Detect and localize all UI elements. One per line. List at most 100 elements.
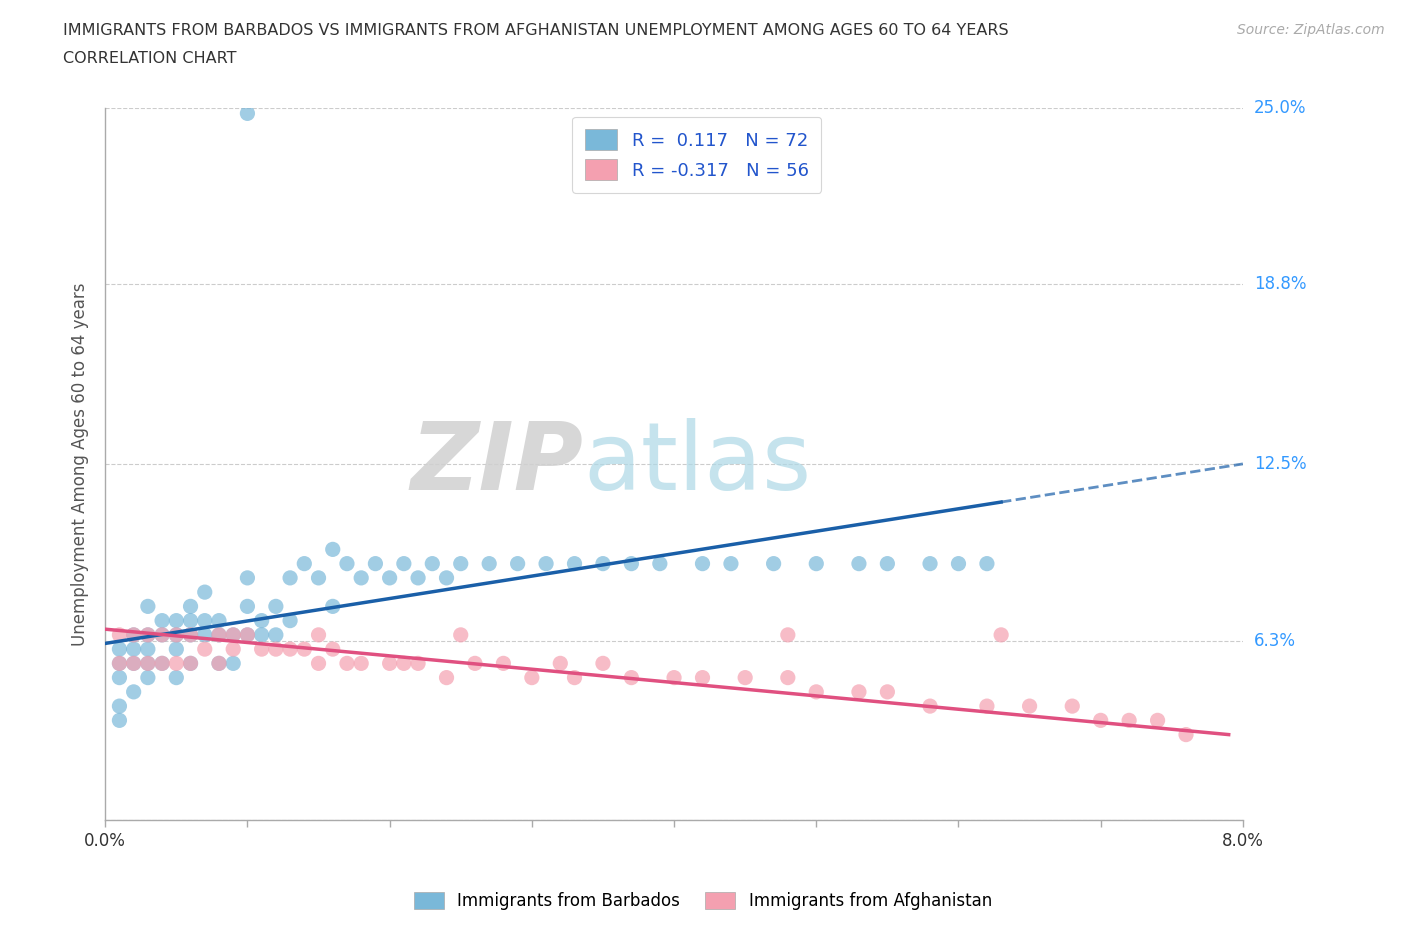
Point	[150, 656, 173, 671]
Text: 6.3%: 6.3%	[1254, 631, 1296, 649]
Point	[322, 642, 344, 657]
Point	[122, 684, 145, 699]
Point	[806, 556, 828, 571]
Point	[236, 106, 259, 121]
Point	[194, 585, 217, 600]
Point	[592, 556, 614, 571]
Point	[264, 599, 287, 614]
Text: 25.0%: 25.0%	[1254, 99, 1306, 116]
Point	[692, 671, 714, 685]
Point	[876, 684, 898, 699]
Point	[734, 671, 756, 685]
Point	[208, 613, 231, 628]
Point	[350, 570, 373, 585]
Point	[165, 671, 187, 685]
Point	[108, 713, 131, 728]
Point	[976, 556, 998, 571]
Point	[948, 556, 970, 571]
Point	[136, 599, 159, 614]
Point	[278, 613, 301, 628]
Point	[976, 698, 998, 713]
Point	[450, 556, 472, 571]
Point	[848, 556, 870, 571]
Point	[308, 570, 330, 585]
Point	[620, 556, 643, 571]
Point	[250, 628, 273, 643]
Point	[108, 628, 131, 643]
Point	[108, 656, 131, 671]
Point	[250, 642, 273, 657]
Point	[136, 671, 159, 685]
Point	[180, 656, 202, 671]
Point	[336, 556, 359, 571]
Point	[180, 656, 202, 671]
Point	[194, 613, 217, 628]
Point	[692, 556, 714, 571]
Point	[464, 656, 486, 671]
Point	[648, 556, 671, 571]
Text: ZIP: ZIP	[411, 418, 583, 510]
Point	[208, 628, 231, 643]
Point	[292, 556, 315, 571]
Point	[250, 613, 273, 628]
Point	[222, 628, 245, 643]
Point	[478, 556, 501, 571]
Text: atlas: atlas	[583, 418, 811, 510]
Point	[848, 684, 870, 699]
Point	[350, 656, 373, 671]
Point	[564, 556, 586, 571]
Point	[1175, 727, 1198, 742]
Point	[406, 570, 429, 585]
Point	[165, 613, 187, 628]
Point	[108, 671, 131, 685]
Point	[150, 628, 173, 643]
Point	[136, 628, 159, 643]
Point	[806, 684, 828, 699]
Point	[990, 628, 1012, 643]
Point	[308, 656, 330, 671]
Point	[108, 656, 131, 671]
Point	[420, 556, 443, 571]
Point	[776, 628, 799, 643]
Text: IMMIGRANTS FROM BARBADOS VS IMMIGRANTS FROM AFGHANISTAN UNEMPLOYMENT AMONG AGES : IMMIGRANTS FROM BARBADOS VS IMMIGRANTS F…	[63, 23, 1010, 38]
Point	[436, 671, 458, 685]
Point	[122, 642, 145, 657]
Point	[264, 642, 287, 657]
Point	[548, 656, 571, 671]
Point	[378, 656, 401, 671]
Point	[122, 628, 145, 643]
Point	[122, 656, 145, 671]
Legend: R =  0.117   N = 72, R = -0.317   N = 56: R = 0.117 N = 72, R = -0.317 N = 56	[572, 117, 821, 193]
Point	[236, 599, 259, 614]
Point	[492, 656, 515, 671]
Point	[194, 642, 217, 657]
Point	[336, 656, 359, 671]
Point	[592, 656, 614, 671]
Point	[150, 656, 173, 671]
Point	[136, 628, 159, 643]
Point	[918, 556, 941, 571]
Point	[222, 656, 245, 671]
Point	[662, 671, 685, 685]
Point	[1062, 698, 1084, 713]
Point	[406, 656, 429, 671]
Point	[122, 656, 145, 671]
Text: Source: ZipAtlas.com: Source: ZipAtlas.com	[1237, 23, 1385, 37]
Point	[208, 656, 231, 671]
Point	[1146, 713, 1168, 728]
Point	[520, 671, 543, 685]
Point	[165, 628, 187, 643]
Point	[208, 656, 231, 671]
Point	[322, 542, 344, 557]
Point	[208, 628, 231, 643]
Point	[1118, 713, 1140, 728]
Legend: Immigrants from Barbados, Immigrants from Afghanistan: Immigrants from Barbados, Immigrants fro…	[408, 885, 998, 917]
Point	[364, 556, 387, 571]
Point	[278, 642, 301, 657]
Point	[322, 599, 344, 614]
Point	[136, 656, 159, 671]
Text: CORRELATION CHART: CORRELATION CHART	[63, 51, 236, 66]
Point	[378, 570, 401, 585]
Point	[534, 556, 557, 571]
Point	[236, 570, 259, 585]
